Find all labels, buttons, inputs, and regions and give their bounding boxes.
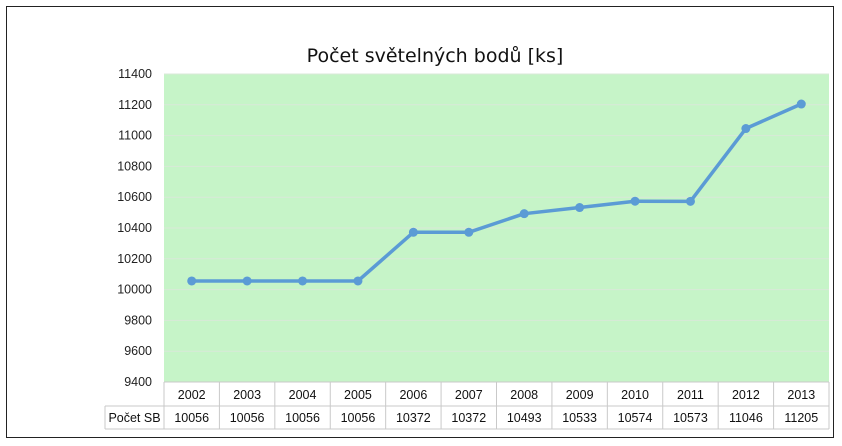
table-value-cell: 11205 bbox=[784, 411, 818, 425]
series-line bbox=[191, 102, 802, 283]
table-value-cell: 10573 bbox=[673, 411, 708, 425]
chart-frame: Počet světelných bodů [ks] 9400 9600 9800 1… bbox=[6, 6, 834, 438]
table-value-cell: 10533 bbox=[562, 411, 597, 425]
table-value-cell: 10574 bbox=[618, 411, 653, 425]
y-tick-label: 10200 bbox=[117, 252, 152, 266]
y-tick-label: 11400 bbox=[118, 67, 152, 81]
x-tick-label: 2002 bbox=[178, 388, 206, 402]
table-value-cell: 10056 bbox=[341, 411, 376, 425]
x-tick-label: 2005 bbox=[344, 388, 372, 402]
series-name-label: Počet SB bbox=[108, 411, 160, 425]
table-value-cell: 10372 bbox=[396, 411, 431, 425]
x-tick-label: 2011 bbox=[677, 388, 704, 402]
data-point-marker bbox=[796, 99, 806, 109]
x-tick-label: 2008 bbox=[510, 388, 538, 402]
x-tick-label: 2010 bbox=[621, 388, 649, 402]
x-tick-label: 2006 bbox=[399, 388, 427, 402]
y-tick-label: 10800 bbox=[117, 159, 152, 173]
data-point-marker bbox=[187, 276, 197, 286]
table-value-cell: 10056 bbox=[285, 411, 320, 425]
data-point-marker bbox=[408, 227, 418, 237]
gridlines bbox=[164, 73, 829, 383]
chart-canvas: Počet světelných bodů [ks] 9400 9600 9800 1… bbox=[104, 45, 830, 430]
data-point-marker bbox=[519, 209, 529, 219]
table-value-cell: 10493 bbox=[507, 411, 542, 425]
x-tick-label: 2009 bbox=[566, 388, 594, 402]
data-point-marker bbox=[242, 276, 252, 286]
x-tick-label: 2013 bbox=[787, 388, 815, 402]
y-tick-label: 11200 bbox=[118, 98, 152, 112]
table-value-cell: 10372 bbox=[451, 411, 486, 425]
y-tick-label: 10000 bbox=[117, 283, 152, 297]
table-value-cell: 10056 bbox=[230, 411, 265, 425]
x-tick-label: 2007 bbox=[455, 388, 483, 402]
y-tick-label: 11000 bbox=[118, 129, 152, 143]
table-value-cell: 11046 bbox=[729, 411, 763, 425]
x-tick-label: 2004 bbox=[289, 388, 317, 402]
data-point-marker bbox=[298, 276, 308, 286]
data-point-marker bbox=[464, 227, 474, 237]
y-tick-label: 9600 bbox=[124, 344, 152, 358]
data-point-marker bbox=[630, 196, 640, 206]
x-tick-label: 2012 bbox=[732, 388, 760, 402]
y-axis: 9400 9600 9800 10000 10200 10400 10600 10800 110… bbox=[117, 67, 152, 389]
data-point-marker bbox=[685, 196, 695, 206]
data-point-marker bbox=[353, 276, 363, 286]
y-tick-label: 10600 bbox=[117, 190, 152, 204]
series-group bbox=[187, 99, 806, 286]
y-tick-label: 9800 bbox=[124, 313, 152, 327]
y-tick-label: 9400 bbox=[124, 375, 152, 389]
x-tick-label: 2003 bbox=[233, 388, 261, 402]
data-point-marker bbox=[575, 203, 585, 213]
chart-title: Počet světelných bodů [ks] bbox=[307, 45, 564, 67]
y-tick-label: 10400 bbox=[117, 221, 152, 235]
table-value-cell: 10056 bbox=[174, 411, 209, 425]
data-table: 2002 10056 2003 10056 2004 10056 2005 10056 2006… bbox=[104, 381, 830, 430]
data-point-marker bbox=[741, 124, 751, 134]
